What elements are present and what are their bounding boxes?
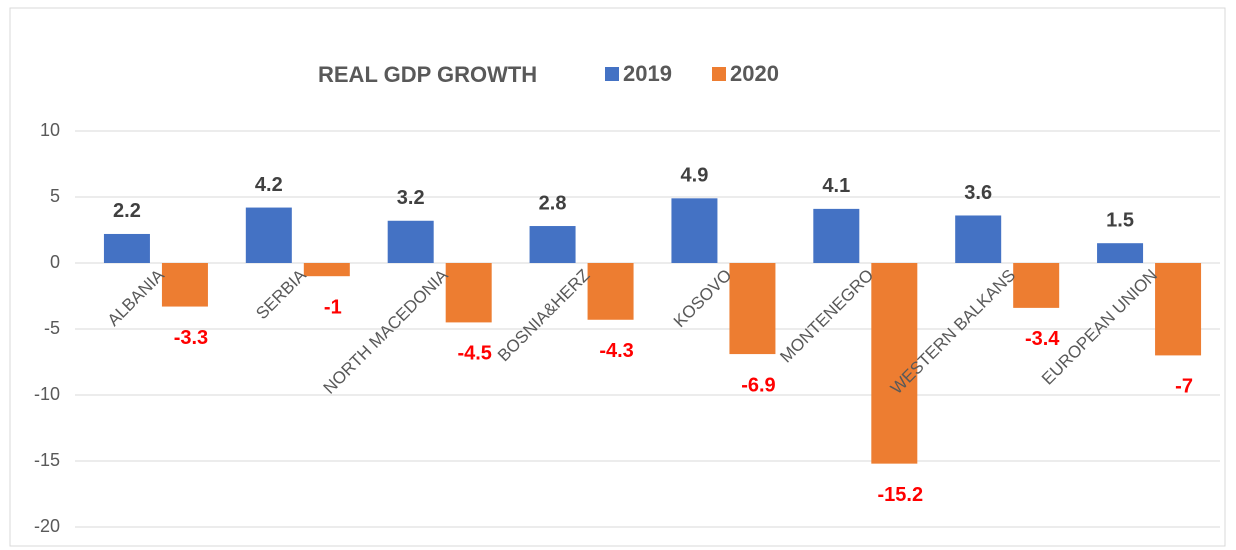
bar <box>387 220 434 263</box>
bar <box>1155 263 1202 356</box>
data-label: -1 <box>324 296 342 318</box>
bar <box>813 208 860 263</box>
data-label: -3.4 <box>1025 328 1060 350</box>
bar <box>1097 243 1144 263</box>
legend-swatch <box>712 67 726 81</box>
data-label: 3.6 <box>964 182 992 204</box>
y-tick-label: -5 <box>44 318 60 338</box>
bar <box>161 263 208 307</box>
y-tick-label: 10 <box>40 120 60 140</box>
data-label: -4.5 <box>457 343 491 365</box>
data-label: 4.9 <box>681 165 709 187</box>
y-tick-label: -20 <box>34 516 60 536</box>
data-label: 4.1 <box>822 175 850 197</box>
y-tick-label: -10 <box>34 384 60 404</box>
y-tick-label: 0 <box>50 252 60 272</box>
data-label: 4.2 <box>255 174 283 196</box>
data-label: 3.2 <box>397 187 425 209</box>
bar <box>245 207 292 263</box>
bar <box>1013 263 1060 308</box>
data-label: -3.3 <box>174 327 208 349</box>
chart-title: REAL GDP GROWTH <box>318 62 537 87</box>
data-label: -4.3 <box>599 340 633 362</box>
bar <box>871 263 918 464</box>
data-label: 2.8 <box>539 192 567 214</box>
bar <box>587 263 634 320</box>
legend-label: 2019 <box>623 61 672 86</box>
bar <box>955 215 1002 263</box>
legend-swatch <box>605 67 619 81</box>
data-label: -6.9 <box>741 374 775 396</box>
bar <box>303 263 350 277</box>
data-label: 2.2 <box>113 200 141 222</box>
bar <box>671 198 718 263</box>
bar <box>445 263 492 323</box>
data-label: -7 <box>1175 376 1193 398</box>
data-label: 1.5 <box>1106 209 1134 231</box>
y-tick-label: 5 <box>50 186 60 206</box>
bar <box>729 263 776 355</box>
data-label: -15.2 <box>878 484 924 506</box>
y-tick-label: -15 <box>34 450 60 470</box>
bar <box>103 233 150 263</box>
bar <box>529 226 576 263</box>
legend-label: 2020 <box>730 61 779 86</box>
